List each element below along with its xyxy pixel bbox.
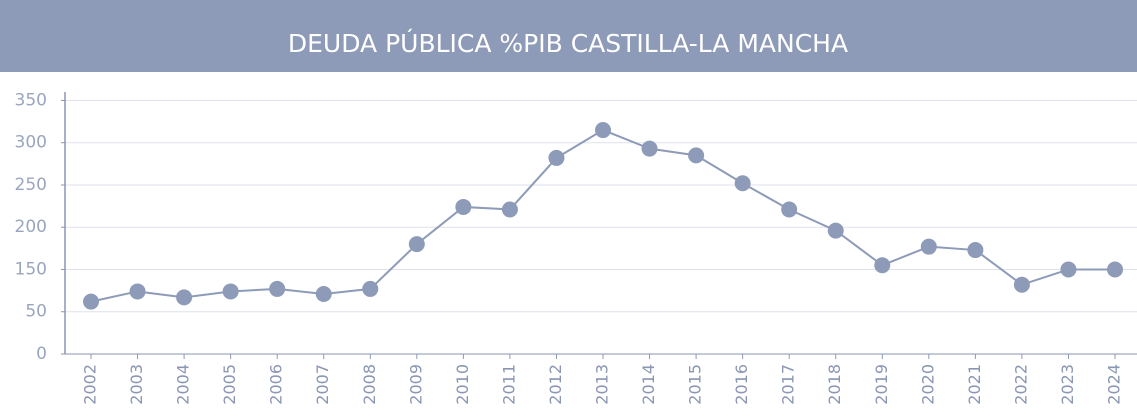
line [90, 128, 1115, 303]
point [222, 283, 239, 300]
point [408, 236, 425, 253]
point [734, 175, 751, 192]
y-tick-label: 200 [15, 217, 47, 237]
x-tick-label: 2014 [639, 364, 658, 405]
y-tick-label: 250 [15, 175, 47, 195]
x-tick-label: 2002 [81, 364, 100, 405]
y-tick-label: 0 [36, 344, 47, 364]
x-tick-label: 2016 [732, 364, 751, 405]
x-tick-label: 2015 [686, 364, 705, 405]
point [129, 283, 146, 300]
point [1013, 276, 1030, 293]
x-tick-label: 2017 [779, 364, 798, 405]
x-tick-label: 2012 [546, 364, 565, 405]
x-tick-label: 2022 [1011, 364, 1030, 405]
point [501, 201, 518, 218]
x-tick-label: 2004 [174, 364, 193, 405]
x-tick-label: 2003 [127, 364, 146, 405]
x-tick-label: 2021 [965, 364, 984, 405]
x-tick-label: 2010 [453, 364, 472, 405]
x-tick-label: 2024 [1105, 364, 1124, 405]
title-band [0, 0, 1137, 72]
chart-title: DEUDA PÚBLICA %PIB CASTILLA-LA MANCHA [288, 28, 848, 58]
point [1107, 261, 1123, 278]
point [920, 238, 937, 255]
x-tick-label: 2020 [918, 364, 937, 405]
point [455, 198, 472, 215]
point [641, 140, 658, 157]
point [967, 242, 984, 259]
point [827, 222, 844, 239]
y-tick-label: 50 [25, 302, 47, 322]
point [362, 280, 379, 297]
point [176, 289, 193, 306]
x-tick-label: 2011 [499, 364, 518, 405]
x-tick-label: 2005 [220, 364, 239, 405]
point [595, 122, 611, 139]
x-tick-label: 2007 [313, 364, 332, 405]
point [688, 147, 705, 164]
x-tick-label: 2019 [872, 364, 891, 405]
point [781, 201, 798, 218]
y-tick-label: 300 [15, 133, 47, 153]
point [1060, 261, 1077, 278]
point [269, 280, 286, 297]
x-tick-label: 2006 [267, 364, 286, 405]
x-tick-label: 2013 [593, 364, 612, 405]
y-tick-label: 350 [15, 90, 47, 110]
point [874, 257, 891, 274]
point [83, 293, 99, 310]
x-tick-label: 2008 [360, 364, 379, 405]
y-tick-label: 150 [15, 259, 47, 279]
x-tick-label: 2018 [825, 364, 844, 405]
point [315, 285, 332, 302]
point [548, 149, 565, 166]
x-tick-label: 2023 [1058, 364, 1077, 405]
x-tick-label: 2009 [406, 364, 425, 405]
